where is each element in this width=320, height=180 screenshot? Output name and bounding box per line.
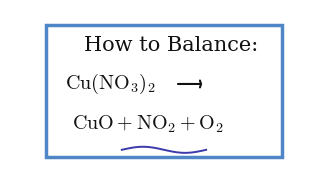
Text: How to Balance:: How to Balance: [84,36,259,55]
Text: $\mathrm{CuO + NO_2 + O_2}$: $\mathrm{CuO + NO_2 + O_2}$ [72,113,224,135]
Text: $\mathrm{Cu(NO_3)_2}$: $\mathrm{Cu(NO_3)_2}$ [65,72,156,96]
FancyBboxPatch shape [46,25,282,157]
